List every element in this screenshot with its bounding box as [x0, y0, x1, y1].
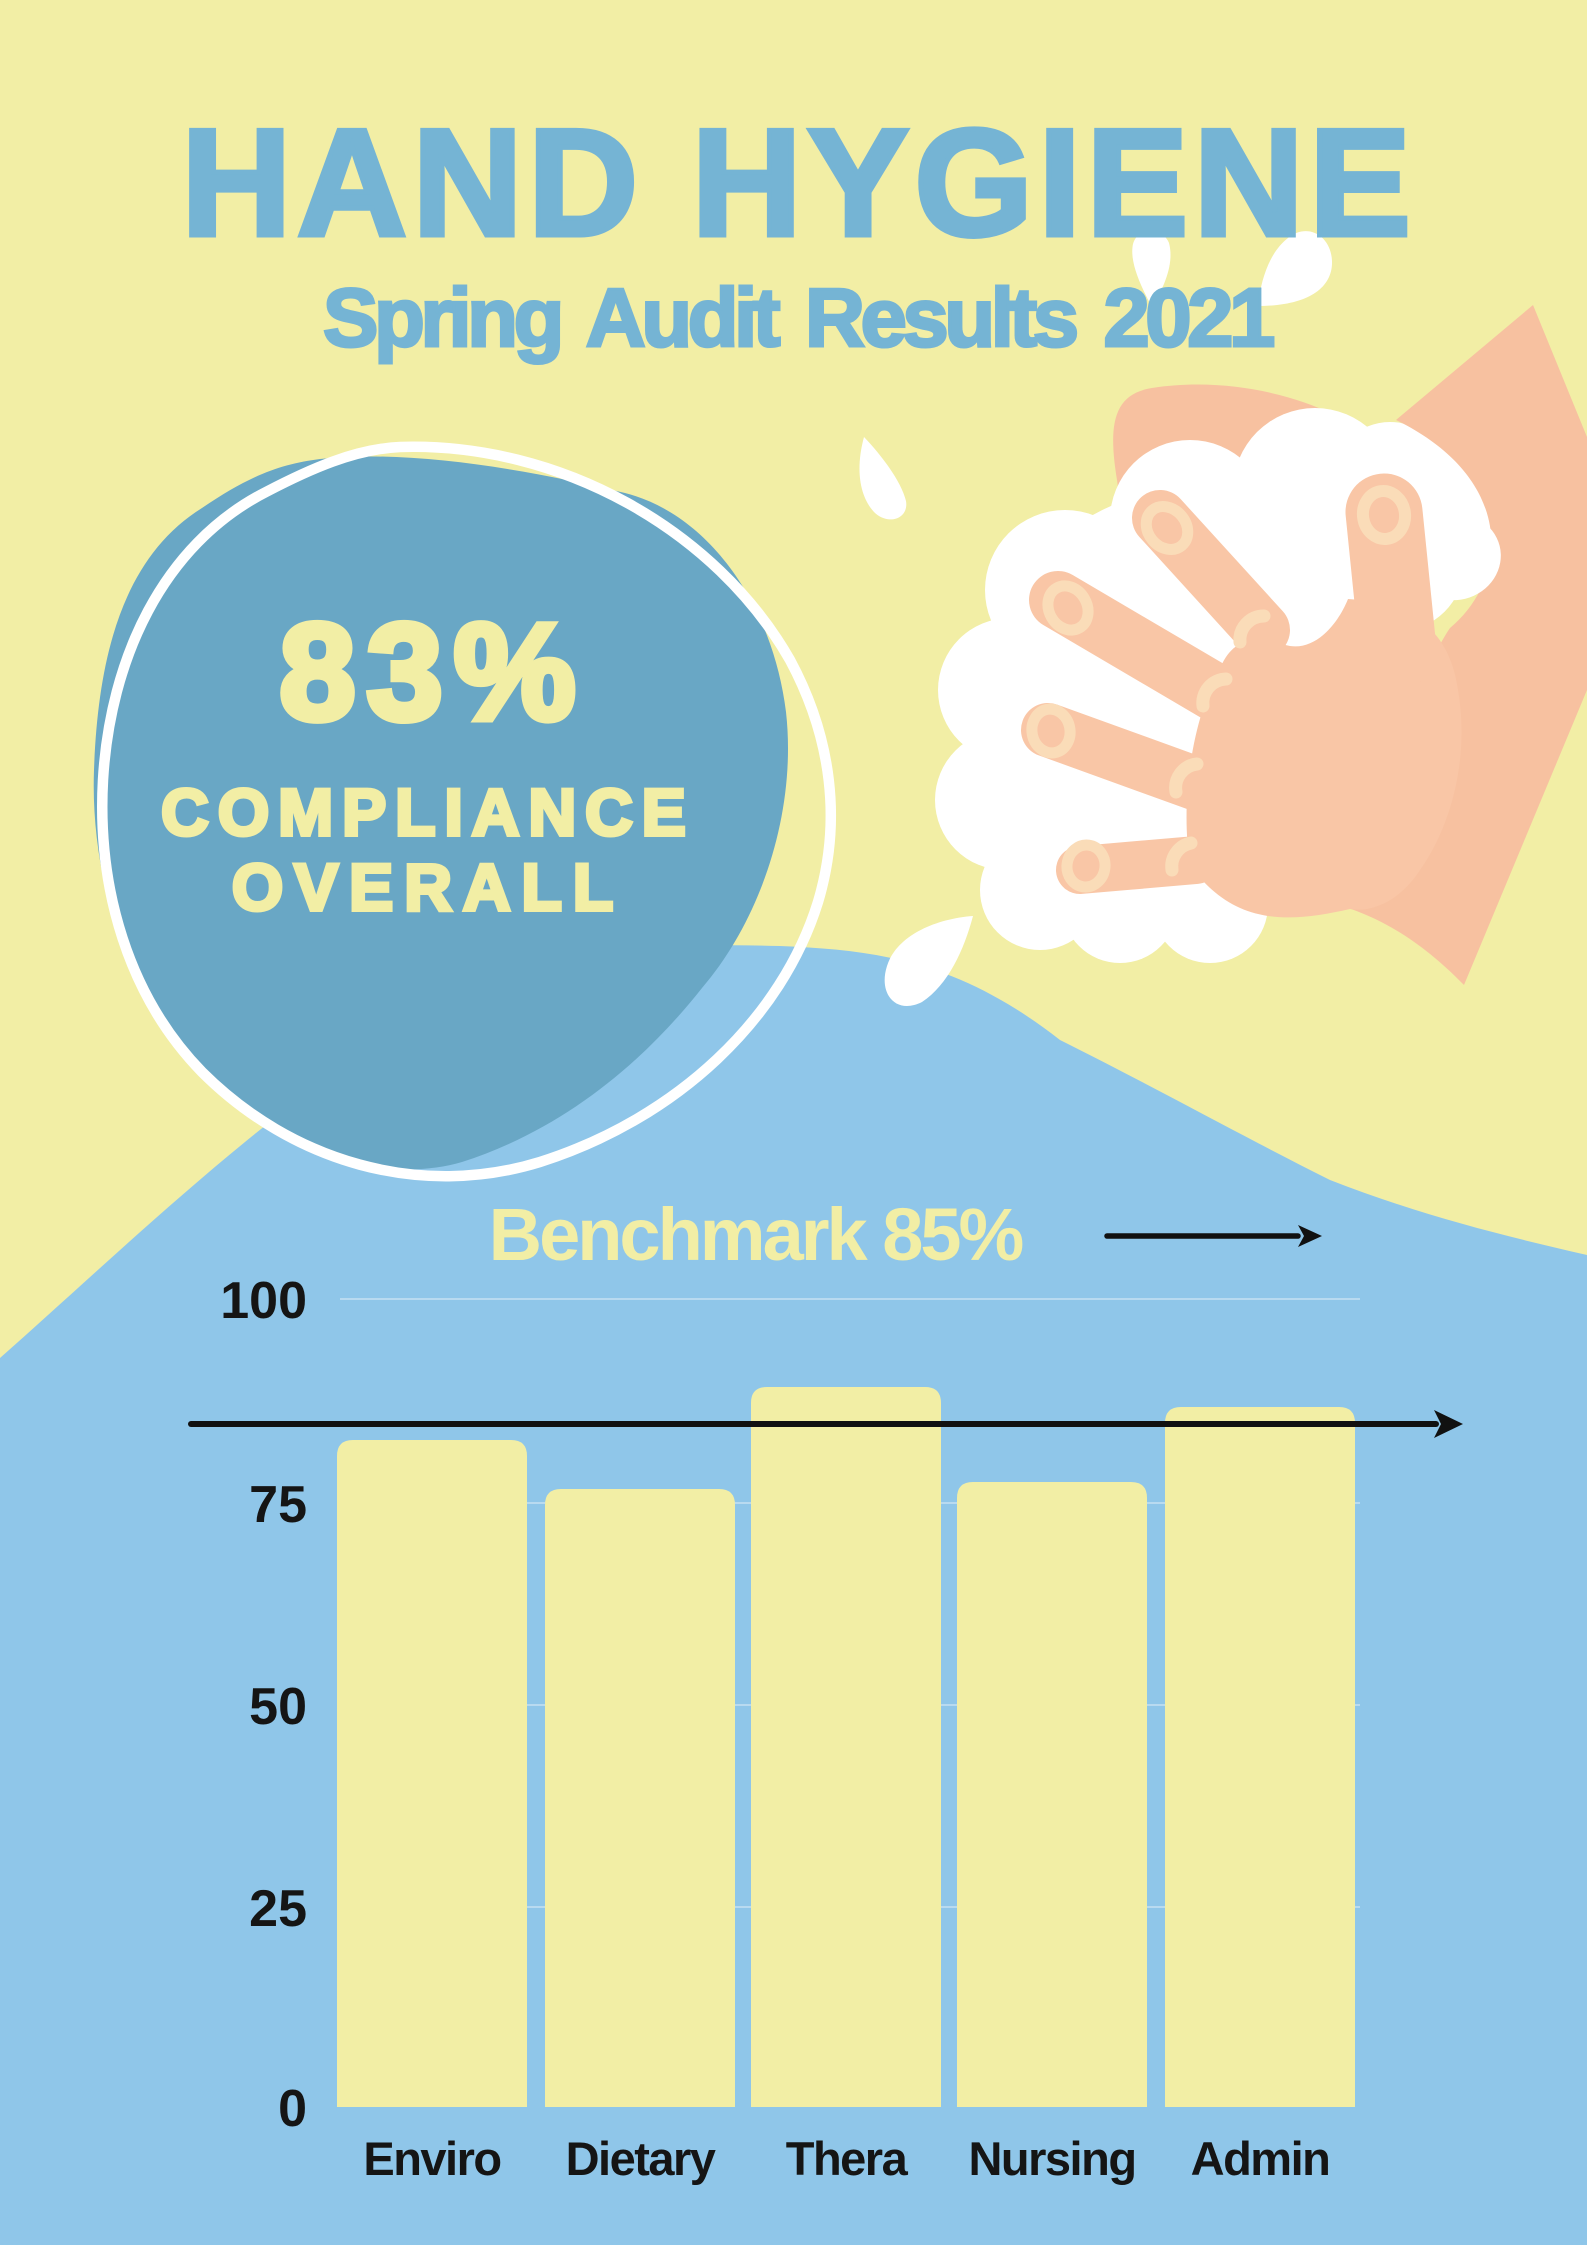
svg-text:Thera: Thera — [786, 2132, 909, 2185]
svg-text:Spring Audit Results 2021: Spring Audit Results 2021 — [323, 271, 1273, 364]
svg-text:0: 0 — [278, 2080, 307, 2138]
svg-text:75: 75 — [249, 1476, 307, 1534]
svg-text:Benchmark 85%: Benchmark 85% — [489, 1193, 1023, 1276]
svg-text:Dietary: Dietary — [566, 2132, 716, 2185]
svg-text:OVERALL: OVERALL — [232, 850, 624, 924]
svg-text:COMPLIANCE: COMPLIANCE — [161, 775, 695, 849]
svg-text:Enviro: Enviro — [363, 2132, 500, 2185]
svg-text:Nursing: Nursing — [968, 2132, 1135, 2185]
svg-text:Admin: Admin — [1191, 2132, 1330, 2185]
svg-text:100: 100 — [220, 1272, 307, 1330]
svg-text:50: 50 — [249, 1678, 307, 1736]
svg-text:83%: 83% — [279, 596, 586, 749]
svg-text:25: 25 — [249, 1880, 307, 1938]
svg-text:HAND HYGIENE: HAND HYGIENE — [181, 98, 1416, 268]
